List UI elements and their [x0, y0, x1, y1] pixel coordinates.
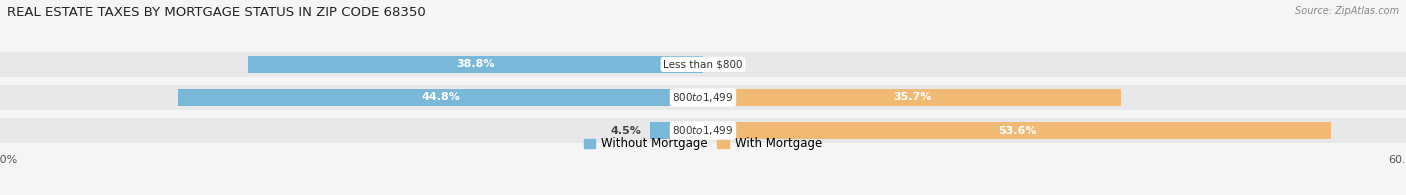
- Text: REAL ESTATE TAXES BY MORTGAGE STATUS IN ZIP CODE 68350: REAL ESTATE TAXES BY MORTGAGE STATUS IN …: [7, 6, 426, 19]
- Text: 53.6%: 53.6%: [998, 126, 1036, 136]
- Bar: [703, 89, 1122, 106]
- Text: 0.0%: 0.0%: [714, 59, 745, 69]
- Bar: [0, 118, 1406, 143]
- Text: 38.8%: 38.8%: [457, 59, 495, 69]
- Bar: [0, 85, 1406, 110]
- Text: Less than $800: Less than $800: [664, 59, 742, 69]
- Text: 44.8%: 44.8%: [422, 92, 460, 103]
- Legend: Without Mortgage, With Mortgage: Without Mortgage, With Mortgage: [579, 132, 827, 155]
- Bar: [0, 52, 1406, 77]
- Bar: [179, 89, 703, 106]
- Text: Source: ZipAtlas.com: Source: ZipAtlas.com: [1295, 6, 1399, 16]
- Bar: [703, 122, 1331, 139]
- Text: 4.5%: 4.5%: [610, 126, 641, 136]
- Bar: [650, 122, 703, 139]
- Bar: [249, 56, 703, 73]
- Text: $800 to $1,499: $800 to $1,499: [672, 91, 734, 104]
- Text: $800 to $1,499: $800 to $1,499: [672, 124, 734, 137]
- Text: 35.7%: 35.7%: [893, 92, 931, 103]
